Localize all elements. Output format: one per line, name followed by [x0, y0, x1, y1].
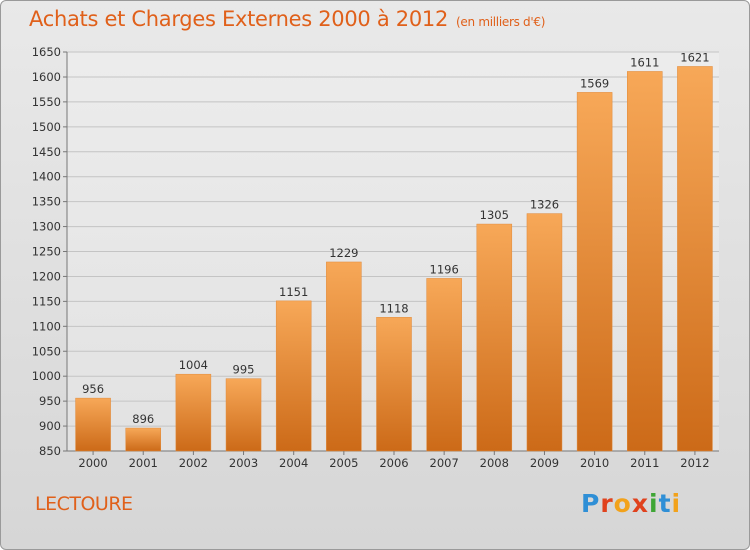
chart-title: Achats et Charges Externes 2000 à 2012 (e… [29, 7, 545, 31]
y-tick-label: 1500 [32, 120, 61, 134]
y-tick-label: 1400 [32, 170, 61, 184]
data-label: 1621 [680, 50, 709, 64]
y-tick-label: 1550 [32, 95, 61, 109]
data-label: 1151 [279, 285, 308, 299]
bar [677, 66, 713, 452]
x-tick-label: 2001 [129, 456, 158, 470]
bar [426, 278, 462, 452]
y-tick-label: 1150 [32, 294, 61, 308]
y-tick-label: 1600 [32, 70, 61, 84]
y-tick-label: 1100 [32, 319, 61, 333]
bar [526, 213, 563, 452]
commune-name: LECTOURE [35, 493, 133, 515]
x-tick-label: 2010 [580, 456, 609, 470]
plot-area: 850 900 950 1000 1050 1100 1150 1200 1250 1300 135… [32, 45, 719, 470]
bar [175, 373, 212, 452]
bar [225, 378, 262, 452]
brand-letter: o [613, 489, 632, 518]
data-label: 1004 [179, 358, 208, 372]
y-tick-label: 1200 [32, 269, 61, 283]
x-tick-label: 2012 [680, 456, 709, 470]
data-label: 1326 [530, 198, 559, 212]
x-tick-label: 2004 [279, 456, 308, 470]
bar [576, 92, 613, 452]
data-label: 956 [82, 382, 104, 396]
bar [627, 71, 663, 452]
data-label: 1196 [430, 262, 459, 276]
brand-letter: t [658, 489, 672, 518]
brand-letter: i [671, 489, 682, 518]
x-tick-label: 2006 [379, 456, 408, 470]
x-tick-label: 2008 [480, 456, 509, 470]
data-label: 1305 [480, 208, 509, 222]
chart-subtitle: (en milliers d'€) [456, 15, 546, 29]
x-tick-label: 2011 [630, 456, 659, 470]
x-tick-label: 2003 [229, 456, 258, 470]
y-tick-label: 1450 [32, 145, 61, 159]
bar [75, 397, 111, 452]
data-label: 1118 [379, 301, 408, 315]
bar [376, 317, 412, 452]
chart-title-text: Achats et Charges Externes 2000 à 2012 [29, 7, 449, 31]
y-tick-label: 900 [39, 419, 61, 433]
bar [125, 427, 161, 452]
brand-letter: P [581, 489, 601, 518]
y-tick-label: 950 [39, 394, 61, 408]
x-tick-label: 2000 [78, 456, 107, 470]
bar [275, 300, 312, 452]
data-label: 1229 [329, 246, 358, 260]
y-tick-label: 1000 [32, 369, 61, 383]
bar [476, 223, 513, 452]
brand-letter: x [631, 489, 649, 518]
bar [326, 261, 362, 452]
data-label: 896 [132, 412, 154, 426]
brand-letter: r [600, 489, 614, 518]
x-tick-label: 2007 [430, 456, 459, 470]
data-label: 1569 [580, 76, 609, 90]
y-tick-label: 1650 [32, 45, 61, 59]
y-tick-label: 1250 [32, 245, 61, 259]
y-tick-label: 1050 [32, 344, 61, 358]
y-tick-label: 1350 [32, 195, 61, 209]
data-label: 1611 [630, 55, 659, 69]
proxiti-logo: Proxiti [581, 489, 681, 518]
x-tick-label: 2005 [329, 456, 358, 470]
x-tick-label: 2002 [179, 456, 208, 470]
brand-letter: i [649, 489, 659, 518]
x-tick-label: 2009 [530, 456, 559, 470]
y-tick-label: 850 [39, 444, 61, 458]
y-tick-label: 1300 [32, 220, 61, 234]
data-label: 995 [233, 363, 255, 377]
